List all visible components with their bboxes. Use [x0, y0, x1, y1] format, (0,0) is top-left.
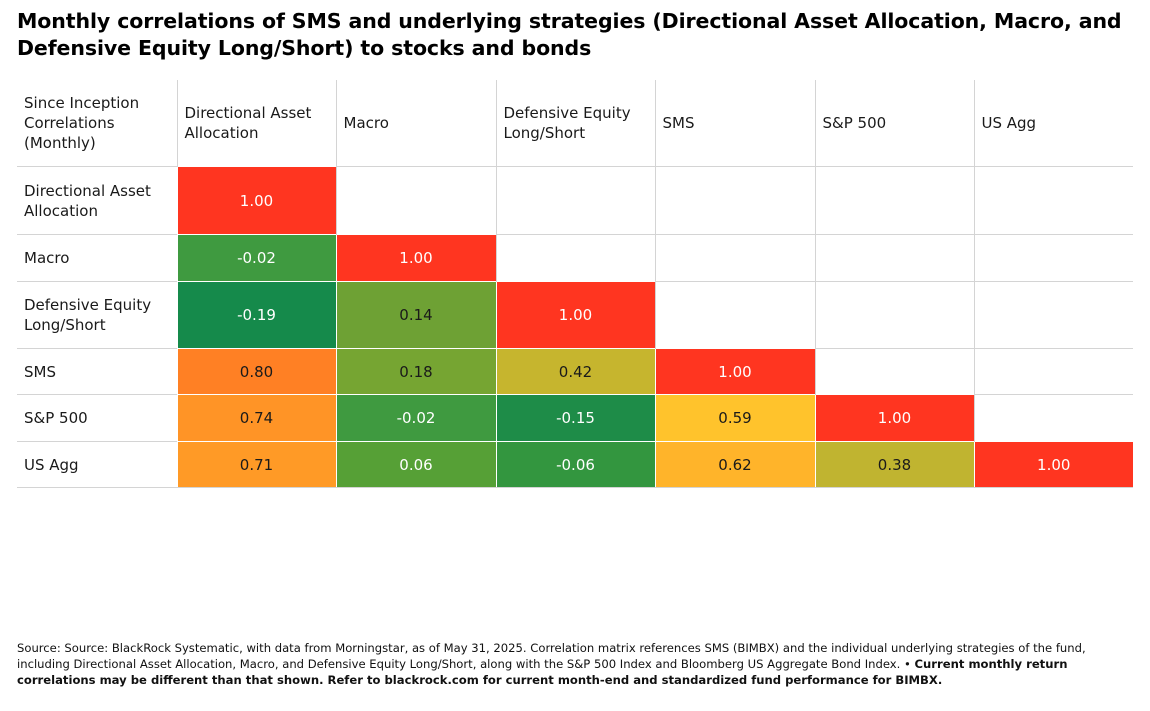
heatmap-cell: 0.38 [814, 441, 974, 488]
source-footnote: Source: Source: BlackRock Systematic, wi… [17, 640, 1127, 688]
heatmap-cell: 0.06 [335, 441, 496, 488]
table-row: US Agg 0.71 0.06 -0.06 0.62 0.38 1.00 [17, 441, 1133, 488]
row-label: Defensive Equity Long/Short [17, 281, 177, 349]
table-row: S&P 500 0.74 -0.02 -0.15 0.59 1.00 [17, 394, 1133, 442]
empty-cell [495, 166, 655, 235]
table-row: Defensive Equity Long/Short -0.19 0.14 1.00 [17, 281, 1133, 349]
heatmap-cell: -0.06 [495, 441, 655, 488]
column-header: Defensive Equity Long/Short [495, 80, 655, 167]
row-label: SMS [17, 348, 177, 395]
heatmap-cell: 0.59 [654, 394, 815, 442]
heatmap-cell: -0.02 [176, 234, 336, 282]
empty-cell [973, 234, 1133, 282]
empty-cell [814, 281, 974, 349]
heatmap-cell: 1.00 [814, 394, 974, 442]
heatmap-cell: 1.00 [495, 281, 655, 349]
footnote-disclaimer: Current monthly return correlations may … [17, 657, 1068, 687]
heatmap-cell: 0.74 [176, 394, 336, 442]
heatmap-cell: 1.00 [973, 441, 1133, 488]
row-label: US Agg [17, 441, 177, 488]
column-header: Macro [335, 80, 496, 167]
heatmap-cell: -0.02 [335, 394, 496, 442]
empty-cell [814, 348, 974, 395]
empty-cell [495, 234, 655, 282]
heatmap-cell: 0.42 [495, 348, 655, 395]
empty-cell [654, 234, 815, 282]
empty-cell [654, 281, 815, 349]
empty-cell [973, 166, 1133, 235]
empty-cell [814, 166, 974, 235]
column-header: S&P 500 [814, 80, 974, 167]
heatmap-cell: 0.71 [176, 441, 336, 488]
heatmap-cell: 0.62 [654, 441, 815, 488]
table-row: SMS 0.80 0.18 0.42 1.00 [17, 348, 1133, 395]
heatmap-cell: 0.14 [335, 281, 496, 349]
heatmap-cell: -0.15 [495, 394, 655, 442]
table-row: Macro -0.02 1.00 [17, 234, 1133, 282]
row-label: S&P 500 [17, 394, 177, 442]
column-header: SMS [654, 80, 815, 167]
empty-cell [335, 166, 496, 235]
correlation-matrix: Since Inception Correlations (Monthly) D… [17, 80, 1133, 488]
empty-cell [973, 348, 1133, 395]
empty-cell [814, 234, 974, 282]
corner-label: Since Inception Correlations (Monthly) [24, 94, 140, 152]
footnote-text: Source: Source: BlackRock Systematic, wi… [17, 641, 1086, 671]
heatmap-cell: 0.18 [335, 348, 496, 395]
heatmap-cell: 1.00 [335, 234, 496, 282]
row-label: Macro [17, 234, 177, 282]
heatmap-cell: 1.00 [176, 166, 336, 235]
heatmap-cell: 0.80 [176, 348, 336, 395]
column-header: Directional Asset Allocation [176, 80, 336, 167]
heatmap-cell: -0.19 [176, 281, 336, 349]
column-header: US Agg [973, 80, 1133, 167]
table-row: Directional Asset Allocation 1.00 [17, 166, 1133, 235]
empty-cell [654, 166, 815, 235]
empty-cell [973, 281, 1133, 349]
header-row: Since Inception Correlations (Monthly) D… [17, 80, 1133, 167]
row-label: Directional Asset Allocation [17, 166, 177, 235]
heatmap-cell: 1.00 [654, 348, 815, 395]
empty-cell [973, 394, 1133, 442]
chart-title: Monthly correlations of SMS and underlyi… [17, 9, 1122, 60]
